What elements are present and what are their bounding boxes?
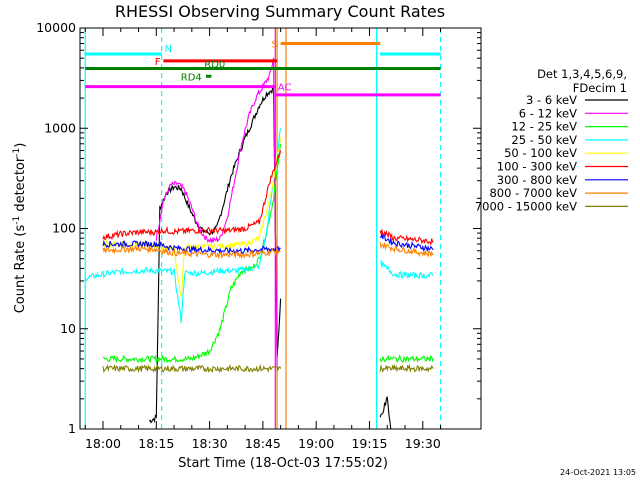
series-line-12to25keV	[102, 143, 282, 364]
series-line-3to6keV	[148, 86, 282, 424]
x-tick-label: 19:15	[351, 436, 387, 451]
series-line-6to12keV	[155, 57, 278, 369]
x-tick-label: 18:15	[138, 436, 174, 451]
series-line-7000to15000keV	[102, 363, 282, 374]
timestamp: 24-Oct-2021 13:05	[560, 468, 636, 477]
flag-label-ac: AC	[278, 83, 292, 94]
x-axis-ticks: 18:00 18:15 18:30 18:45 19:00 19:15 19:30	[84, 28, 442, 451]
series-line-after-gap-0	[379, 242, 434, 258]
y-tick-label: 100	[52, 221, 76, 236]
legend-entry-label: 7000 - 15000 keV	[475, 199, 577, 213]
flag-label-s: S	[271, 40, 277, 51]
series-line-after-gap-6	[379, 396, 392, 429]
legend-entry-label: 50 - 100 keV	[504, 146, 577, 160]
legend-entry-label: 25 - 50 keV	[511, 133, 577, 147]
x-tick-label: 19:00	[298, 436, 334, 451]
series-line-after-gap-4	[379, 354, 434, 364]
x-tick-label: 18:45	[245, 436, 281, 451]
x-tick-label: 19:30	[405, 436, 441, 451]
x-tick-label: 18:30	[192, 436, 228, 451]
series-line-after-gap-1	[379, 233, 434, 253]
legend-entry-label: 100 - 300 keV	[497, 160, 577, 174]
legend-entry-label: 3 - 6 keV	[526, 93, 577, 107]
chart-title: RHESSI Observing Summary Count Rates	[115, 2, 445, 21]
flag-label-n: N	[164, 44, 171, 55]
legend-header-line-1: Det 1,3,4,5,6,9,	[537, 67, 627, 81]
x-tick-label: 18:00	[85, 436, 121, 451]
y-tick-label: 1	[68, 421, 76, 436]
y-axis-ticks: 1 10 100 1000 10000	[36, 20, 481, 436]
legend-entry-label: 800 - 7000 keV	[489, 186, 577, 200]
series-line-800to7000keV	[102, 244, 281, 260]
legend-entry-label: 300 - 800 keV	[497, 173, 577, 187]
y-tick-label: 10000	[36, 20, 76, 35]
series-line-after-gap-5	[379, 363, 434, 373]
legend-entry-label: 12 - 25 keV	[511, 120, 577, 134]
y-tick-label: 10	[60, 321, 76, 336]
series-line-after-gap-3	[379, 260, 434, 280]
y-axis-label: Count Rate (s-1 detector-1)	[12, 143, 28, 314]
series-line-25to50keV	[84, 128, 282, 324]
flag-label-f: F	[155, 57, 161, 68]
y-tick-label: 1000	[44, 120, 76, 135]
series-line-100to300keV	[102, 150, 282, 240]
flag-label-rd0: RD0	[204, 59, 225, 70]
series-line-after-gap-2	[379, 228, 434, 247]
flag-label-rd4: RD4	[181, 72, 202, 83]
x-axis-label: Start Time (18-Oct-03 17:55:02)	[178, 456, 388, 471]
legend-entry-label: 6 - 12 keV	[519, 106, 577, 120]
legend-header-line-2: FDecim 1	[573, 81, 627, 95]
flag-bars	[85, 42, 441, 97]
series-line-300to800keV	[102, 239, 281, 255]
series-layer	[84, 57, 434, 429]
